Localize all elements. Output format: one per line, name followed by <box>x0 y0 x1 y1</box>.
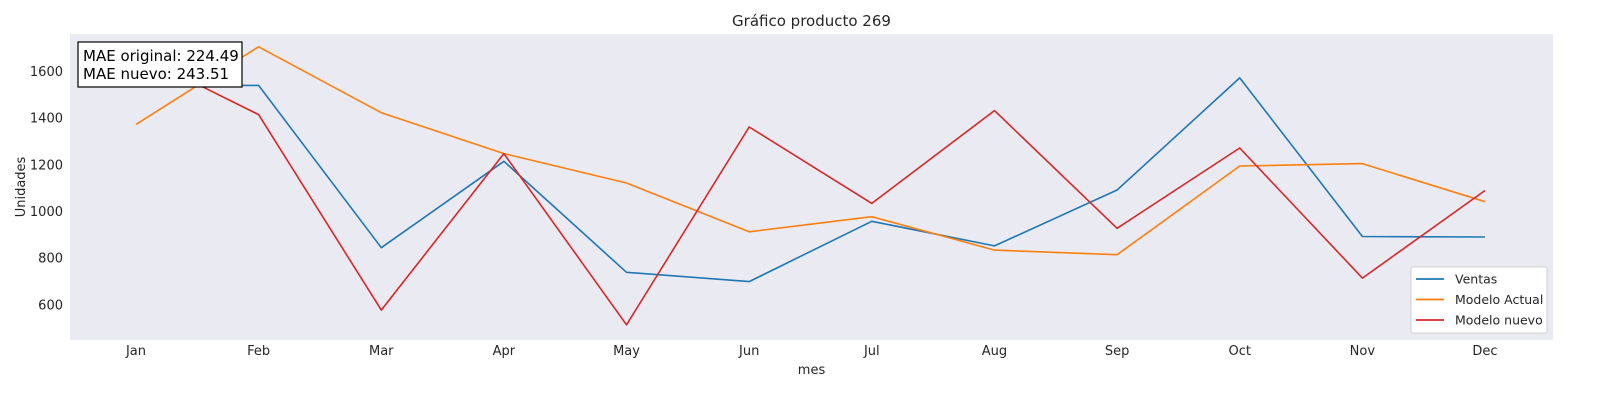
x-tick-label: Apr <box>493 344 516 359</box>
mae-original-text: MAE original: 224.49 <box>83 47 239 65</box>
legend-label: Modelo nuevo <box>1455 313 1543 328</box>
series-line-modelo-actual <box>135 45 1486 256</box>
legend: Ventas Modelo Actual Modelo nuevo <box>1410 266 1548 334</box>
y-axis-title: Unidades <box>14 156 29 217</box>
chart-title: Gráfico producto 269 <box>732 12 891 30</box>
mae-annotation-box: MAE original: 224.49 MAE nuevo: 243.51 <box>77 41 243 88</box>
x-tick-labels: Jan Feb Mar Apr May Jun Jul Aug Sep Oct Nov Dec <box>125 344 1498 359</box>
x-tick-label: May <box>613 344 640 359</box>
y-tick-label: 1200 <box>30 158 63 173</box>
x-tick-label: Mar <box>369 344 394 359</box>
x-tick-label: Aug <box>982 344 1007 359</box>
y-tick-label: 1600 <box>30 65 63 80</box>
x-tick-label: Jul <box>863 344 880 359</box>
x-tick-label: Feb <box>247 344 270 359</box>
y-tick-label: 1000 <box>30 205 63 220</box>
y-tick-labels: 600 800 1000 1200 1400 1600 <box>30 65 63 314</box>
y-tick-label: 600 <box>38 298 63 313</box>
series-layer <box>135 45 1486 326</box>
x-tick-label: Sep <box>1105 344 1130 359</box>
x-tick-label: Jun <box>738 344 759 359</box>
mae-nuevo-text: MAE nuevo: 243.51 <box>83 65 229 83</box>
plot-background <box>70 34 1553 340</box>
series-line-modelo-nuevo <box>196 83 1486 326</box>
legend-box <box>1410 266 1548 334</box>
series-line-ventas <box>197 77 1486 283</box>
legend-label: Ventas <box>1455 272 1497 287</box>
legend-label: Modelo Actual <box>1455 292 1543 307</box>
y-tick-label: 1400 <box>30 112 63 127</box>
x-tick-label: Jan <box>125 344 146 359</box>
x-tick-label: Nov <box>1350 344 1376 359</box>
mae-annotation-border <box>77 41 243 88</box>
x-axis-title: mes <box>798 363 826 378</box>
x-tick-label: Dec <box>1472 344 1497 359</box>
x-tick-label: Oct <box>1228 344 1250 359</box>
y-tick-label: 800 <box>38 252 63 267</box>
